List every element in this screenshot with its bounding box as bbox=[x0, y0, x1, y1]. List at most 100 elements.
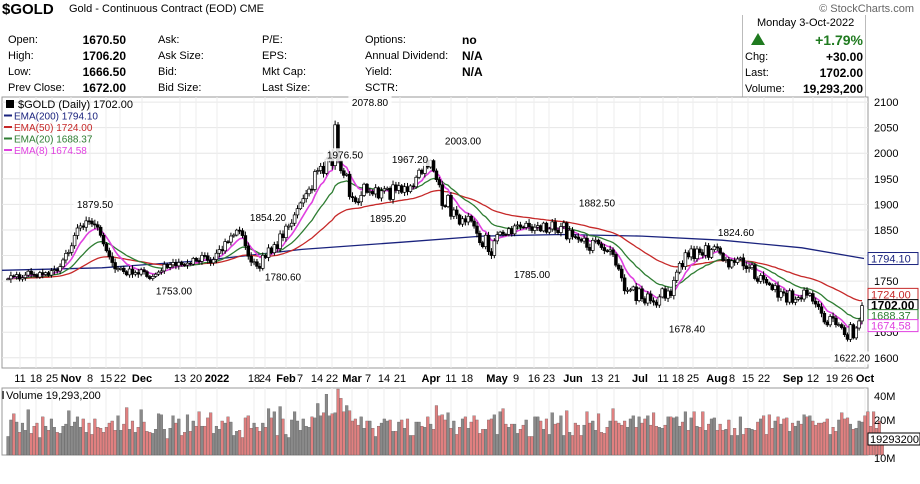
volume-bar bbox=[258, 431, 262, 456]
volume-bar bbox=[136, 427, 140, 456]
chg-value: +30.00 bbox=[825, 50, 863, 64]
candle-body bbox=[842, 327, 847, 336]
volume-bar bbox=[707, 423, 711, 456]
volume-right-box bbox=[867, 432, 920, 446]
volume-legend-swatch bbox=[2, 391, 4, 399]
volume-bar bbox=[313, 417, 317, 456]
candle-body bbox=[145, 271, 149, 277]
volume-bar bbox=[712, 417, 716, 456]
candle-body bbox=[278, 233, 282, 249]
candle-body bbox=[246, 245, 251, 257]
candle-body bbox=[191, 258, 196, 265]
candle-body bbox=[811, 293, 815, 302]
candle-body bbox=[805, 289, 809, 296]
volume-bar bbox=[12, 413, 16, 456]
volume-bar bbox=[799, 423, 803, 456]
candle-body bbox=[394, 184, 398, 191]
candle-body bbox=[501, 231, 505, 235]
stat-label: Low: bbox=[8, 66, 32, 78]
candle-body bbox=[802, 289, 806, 300]
candle-body bbox=[408, 185, 413, 192]
volume-bar bbox=[139, 409, 143, 456]
annotation-bg bbox=[575, 196, 619, 210]
candle-body bbox=[776, 285, 780, 298]
volume-panel: Volume 19,293,200 40M 20M 10M 19293200 bbox=[1, 387, 920, 465]
candle-body bbox=[793, 298, 798, 303]
candle-body bbox=[252, 261, 256, 264]
candle-body bbox=[316, 170, 320, 172]
volume-bar bbox=[851, 429, 855, 456]
volume-bar bbox=[316, 403, 320, 456]
candle-body bbox=[116, 268, 120, 271]
volume-bar bbox=[460, 418, 465, 456]
volume-bar bbox=[562, 435, 566, 456]
stat-label: Prev Close: bbox=[8, 82, 65, 94]
volume-bar bbox=[449, 428, 453, 456]
annotation-label: 1622.20 bbox=[834, 353, 871, 364]
annotation-label: 1895.20 bbox=[370, 214, 407, 225]
volume-bar bbox=[385, 420, 389, 456]
annotation-label: 1854.20 bbox=[250, 213, 287, 224]
annotation-bg bbox=[714, 225, 758, 239]
volume-bar bbox=[857, 420, 861, 456]
volume-bar bbox=[255, 427, 259, 456]
candle-body bbox=[478, 233, 482, 243]
volume-bar bbox=[376, 425, 381, 456]
volume-bar bbox=[252, 422, 256, 456]
candle-body bbox=[385, 187, 389, 190]
volume-bar bbox=[400, 419, 404, 456]
volume-bar bbox=[287, 437, 291, 456]
y-tick-label: 1600 bbox=[874, 353, 898, 365]
volume-bar bbox=[379, 422, 383, 456]
volume-bar bbox=[223, 422, 227, 456]
candle-body bbox=[454, 209, 459, 216]
candle-body bbox=[165, 264, 169, 268]
annotation-bg bbox=[348, 95, 392, 109]
x-tick-label: 11 bbox=[14, 373, 25, 385]
volume-bar bbox=[501, 408, 505, 456]
volume-bar bbox=[458, 427, 462, 456]
volume-bar bbox=[764, 434, 769, 456]
candle-body bbox=[23, 274, 28, 278]
volume-bar bbox=[721, 430, 725, 456]
annotation-bg bbox=[388, 153, 432, 167]
candle-body bbox=[14, 274, 19, 278]
candle-body bbox=[605, 250, 609, 252]
candle-body bbox=[701, 252, 705, 256]
candle-body bbox=[17, 274, 22, 280]
volume-bar bbox=[808, 415, 812, 456]
volume-bar bbox=[18, 432, 22, 456]
volume-bar bbox=[188, 431, 192, 456]
candle-body bbox=[715, 246, 720, 249]
candle-body bbox=[683, 252, 688, 267]
stat-label: SCTR: bbox=[365, 82, 398, 94]
volume-bar bbox=[417, 421, 421, 456]
volume-bar bbox=[368, 420, 372, 456]
candle-body bbox=[822, 312, 827, 323]
candle-body bbox=[399, 185, 404, 193]
watermark: © StockCharts.com bbox=[819, 3, 914, 15]
legend-entry: $GOLD (Daily) 1702.00 bbox=[18, 99, 133, 111]
volume-bar bbox=[443, 419, 447, 456]
candle-body bbox=[64, 253, 68, 261]
volume-bar bbox=[403, 428, 407, 456]
y-tick-label: 1850 bbox=[874, 225, 898, 237]
candle-body bbox=[744, 265, 748, 270]
volume-bar bbox=[432, 429, 436, 456]
annotation-label: 1753.00 bbox=[156, 287, 193, 298]
candle-body bbox=[469, 215, 473, 222]
candle-body bbox=[573, 236, 578, 238]
volume-bar bbox=[640, 422, 644, 456]
volume-bar bbox=[374, 436, 378, 456]
candle-body bbox=[185, 262, 190, 266]
volume-bar bbox=[582, 424, 586, 456]
volume-bar bbox=[735, 435, 740, 456]
volume-bar bbox=[623, 420, 627, 456]
candle-body bbox=[136, 272, 141, 275]
volume-bar bbox=[452, 420, 456, 456]
candle-body bbox=[261, 255, 265, 269]
x-tick-label: Aug bbox=[706, 373, 727, 385]
volume-bar bbox=[478, 433, 482, 456]
volume-bar bbox=[652, 412, 656, 456]
candle-body bbox=[483, 234, 488, 248]
